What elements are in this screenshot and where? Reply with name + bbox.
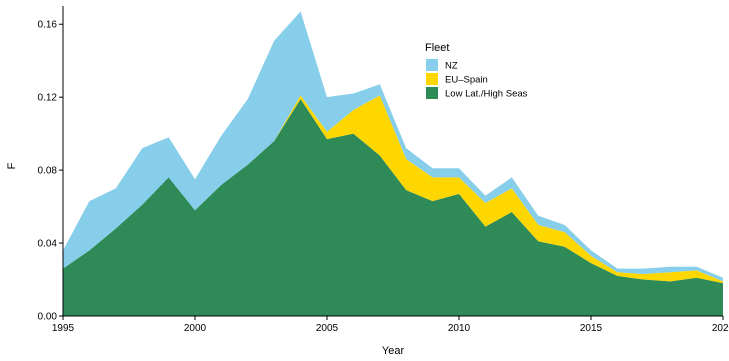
y-axis-title: F <box>6 162 18 169</box>
area-low-lat-high-seas <box>63 99 723 316</box>
legend-label: NZ <box>445 61 458 72</box>
y-tick-label: 0.04 <box>38 239 58 250</box>
legend-swatch <box>426 87 438 99</box>
legend-label: EU–Spain <box>445 75 488 86</box>
legend: Fleet NZ EU–Spain Low Lat./High Seas <box>425 42 528 100</box>
x-tick-label: 1995 <box>52 323 75 334</box>
y-ticks-group: 0.00 0.04 0.08 0.12 0.16 <box>38 20 63 323</box>
y-tick-label: 0.16 <box>38 20 58 31</box>
x-tick-label: 2015 <box>580 323 603 334</box>
legend-label: Low Lat./High Seas <box>445 89 528 100</box>
y-tick-label: 0.08 <box>38 166 58 177</box>
area-eu-spain <box>63 95 723 284</box>
y-tick-label: 0.00 <box>38 312 58 323</box>
x-tick-label: 2010 <box>448 323 471 334</box>
x-axis-title: Year <box>382 345 405 357</box>
legend-title: Fleet <box>425 42 449 54</box>
axes-group <box>62 6 723 317</box>
y-tick-label: 0.12 <box>38 93 58 104</box>
x-tick-label: 2005 <box>316 323 339 334</box>
x-tick-label: 2000 <box>184 323 207 334</box>
legend-swatch <box>426 59 438 71</box>
area-series-group <box>63 11 723 316</box>
legend-swatch <box>426 73 438 85</box>
